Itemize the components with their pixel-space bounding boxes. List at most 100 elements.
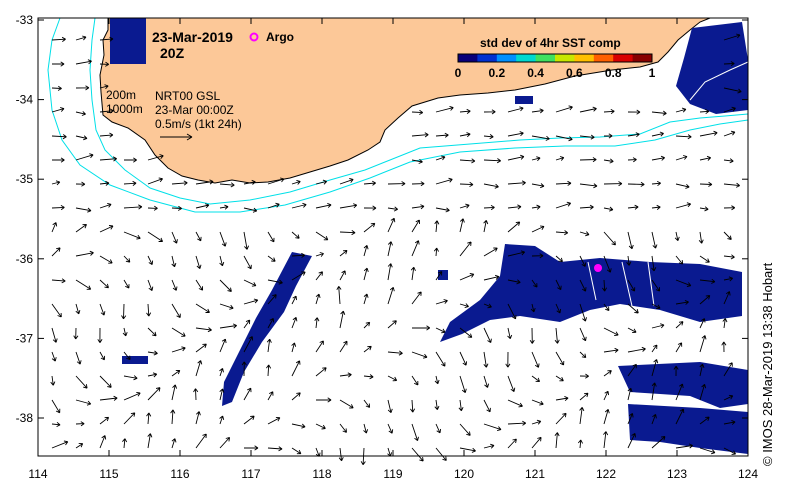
lon-tick-label: 114 (28, 467, 47, 481)
current-arrow (267, 294, 277, 305)
current-arrow (363, 180, 376, 186)
current-arrow (219, 303, 234, 310)
current-arrow (411, 291, 422, 305)
colorbar-segment (574, 54, 595, 62)
current-arrow (675, 134, 692, 140)
sst-patch (222, 252, 312, 406)
current-arrow (147, 350, 158, 356)
current-arrow (723, 276, 734, 282)
lon-tick-label: 116 (170, 467, 189, 481)
current-arrow (531, 204, 541, 210)
current-arrow (171, 205, 182, 211)
current-arrow (531, 351, 540, 368)
current-arrow (531, 253, 544, 259)
current-arrow (387, 206, 398, 212)
colorbar-ticks: 0 0.2 0.4 0.6 0.8 1 (455, 66, 656, 80)
current-arrow (555, 201, 572, 209)
current-arrow (603, 181, 623, 187)
front-line (621, 261, 633, 307)
contour-200m (89, 17, 749, 205)
current-arrow (651, 180, 661, 187)
current-arrow (147, 255, 154, 265)
current-arrow (651, 382, 657, 401)
current-arrow (507, 106, 524, 113)
current-arrow (147, 372, 158, 378)
current-arrow (266, 338, 272, 353)
current-arrow (147, 279, 154, 291)
current-arrow (243, 415, 255, 425)
current-arrow (291, 447, 302, 455)
lat-tick-label: -38 (16, 411, 34, 425)
current-arrow (723, 158, 734, 164)
current-arrow (75, 375, 88, 389)
contour-1000m (47, 17, 749, 213)
current-arrow (579, 106, 597, 113)
current-arrow (267, 279, 283, 285)
current-arrow (339, 399, 354, 409)
current-arrow (699, 335, 707, 353)
current-arrow (626, 255, 632, 266)
current-arrow (243, 179, 256, 185)
current-arrow (603, 409, 610, 425)
current-arrow (339, 178, 354, 185)
colorbar-tick-label: 1 (649, 66, 656, 80)
lon-tick-label: 121 (525, 467, 545, 481)
current-arrow (483, 274, 500, 281)
current-arrow (459, 132, 471, 138)
current-arrow (555, 351, 565, 366)
colorbar-tick-label: 0.6 (566, 66, 583, 80)
current-arrow (75, 250, 94, 257)
current-arrow (171, 438, 177, 449)
current-arrow (698, 231, 704, 244)
current-arrow (627, 363, 637, 377)
current-arrow (507, 154, 525, 161)
current-arrow (267, 231, 275, 243)
current-arrow (291, 271, 306, 281)
current-arrow (699, 155, 712, 161)
current-arrow (51, 351, 57, 362)
front-line (689, 61, 749, 101)
current-arrow (603, 327, 619, 336)
current-arrow (123, 180, 137, 186)
current-arrow (75, 279, 92, 290)
current-arrow (435, 447, 447, 461)
current-arrow (75, 85, 90, 91)
lon-tick-label: 118 (312, 467, 331, 481)
current-arrow (75, 303, 81, 315)
current-arrow (195, 327, 212, 333)
current-arrow (651, 255, 657, 272)
sst-patch (438, 270, 448, 280)
current-arrow (435, 155, 446, 161)
current-arrow (675, 255, 684, 265)
current-arrow (674, 231, 680, 242)
current-arrow (651, 344, 658, 353)
current-arrow (507, 221, 521, 233)
colorbar-segment (477, 54, 498, 62)
lat-tick-label: -34 (16, 93, 34, 107)
lon-tick-label: 115 (99, 467, 118, 481)
current-arrow (146, 303, 152, 317)
current-arrow (52, 61, 65, 67)
current-arrow (459, 158, 476, 164)
current-arrow (123, 391, 141, 401)
current-arrow (387, 399, 393, 414)
current-arrow (75, 351, 82, 365)
current-arrow (75, 181, 86, 187)
current-arrow (459, 181, 474, 187)
current-arrow (170, 409, 176, 425)
current-arrow (75, 207, 92, 213)
current-arrow (723, 106, 736, 113)
current-arrow (339, 249, 348, 257)
current-arrow (555, 105, 573, 113)
current-arrow (291, 179, 301, 185)
current-arrow (434, 220, 440, 233)
current-arrow (99, 395, 118, 401)
current-arrow (483, 443, 495, 449)
current-arrow (675, 155, 688, 161)
current-arrow (339, 340, 348, 353)
latitude-axis: -33 -34 -35 -36 -37 -38 (16, 13, 748, 425)
sst-patch (122, 356, 148, 364)
current-arrow (387, 286, 395, 305)
current-arrow (411, 351, 428, 359)
current-arrow (627, 346, 646, 353)
